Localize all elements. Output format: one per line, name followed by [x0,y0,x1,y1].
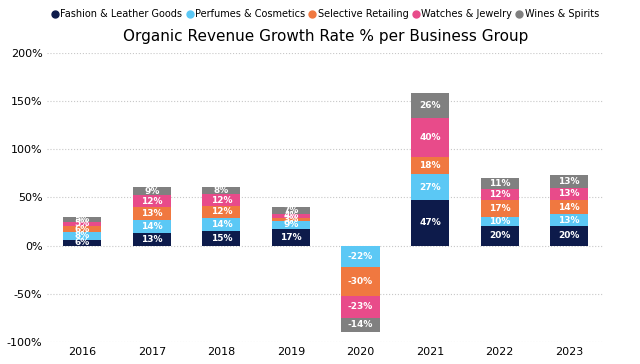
Text: 14%: 14% [141,222,163,231]
Bar [550,200,588,214]
Text: 12%: 12% [211,207,232,216]
Bar [481,217,519,226]
Bar [132,219,171,233]
Text: 20%: 20% [559,232,580,241]
Text: 12%: 12% [489,190,510,199]
Text: 7%: 7% [284,206,299,215]
Text: 6%: 6% [75,225,90,234]
Text: 11%: 11% [489,179,510,188]
Text: 14%: 14% [559,202,580,211]
Text: 8%: 8% [75,232,90,241]
Bar [411,200,449,246]
Bar [411,157,449,174]
Bar [63,217,101,222]
Bar [272,207,310,214]
Text: 13%: 13% [141,209,163,218]
Title: Organic Revenue Growth Rate % per Business Group: Organic Revenue Growth Rate % per Busine… [123,29,529,44]
Bar [132,195,171,207]
Text: 27%: 27% [419,183,441,192]
Bar [411,118,449,157]
Text: 3%: 3% [284,215,298,223]
Bar [272,218,310,221]
Bar [550,175,588,188]
Bar [481,200,519,217]
Bar [411,174,449,200]
Bar [202,218,241,231]
Bar [132,207,171,219]
Text: 13%: 13% [559,215,580,225]
Bar [550,214,588,226]
Bar [63,222,101,226]
Bar [341,246,380,267]
Bar [341,318,380,332]
Text: 15%: 15% [211,234,232,243]
Bar [202,206,241,218]
Bar [132,187,171,195]
Bar [550,226,588,246]
Bar [202,231,241,246]
Bar [341,267,380,296]
Bar [341,296,380,318]
Text: 13%: 13% [559,190,580,198]
Text: 26%: 26% [419,101,441,110]
Bar [481,178,519,189]
Text: 4%: 4% [284,211,299,220]
Text: 8%: 8% [214,186,229,195]
Bar [63,232,101,240]
Text: -14%: -14% [348,320,373,329]
Text: 17%: 17% [489,204,511,213]
Text: -30%: -30% [348,277,373,286]
Bar [202,187,241,194]
Text: 9%: 9% [284,220,299,229]
Bar [481,226,519,246]
Text: 5%: 5% [75,219,90,229]
Text: 40%: 40% [419,133,441,142]
Text: 17%: 17% [280,233,301,242]
Text: 12%: 12% [211,196,232,205]
Bar [63,240,101,246]
Text: 14%: 14% [211,220,232,229]
Bar [481,189,519,200]
Text: 18%: 18% [419,161,441,170]
Text: 13%: 13% [559,177,580,186]
Bar [132,233,171,246]
Bar [272,214,310,218]
Text: 6%: 6% [75,238,90,247]
Text: 5%: 5% [75,215,90,223]
Bar [550,188,588,200]
Text: -23%: -23% [348,302,373,312]
Text: 10%: 10% [489,217,510,226]
Text: 47%: 47% [419,218,441,228]
Text: 12%: 12% [141,197,163,206]
Bar [63,226,101,232]
Text: -22%: -22% [348,252,373,261]
Bar [272,221,310,229]
Text: 13%: 13% [141,235,163,244]
Bar [411,93,449,118]
Legend: Fashion & Leather Goods, Perfumes & Cosmetics, Selective Retailing, Watches & Je: Fashion & Leather Goods, Perfumes & Cosm… [49,5,603,23]
Text: 20%: 20% [489,232,510,241]
Bar [272,229,310,246]
Bar [202,194,241,206]
Text: 9%: 9% [144,187,159,195]
